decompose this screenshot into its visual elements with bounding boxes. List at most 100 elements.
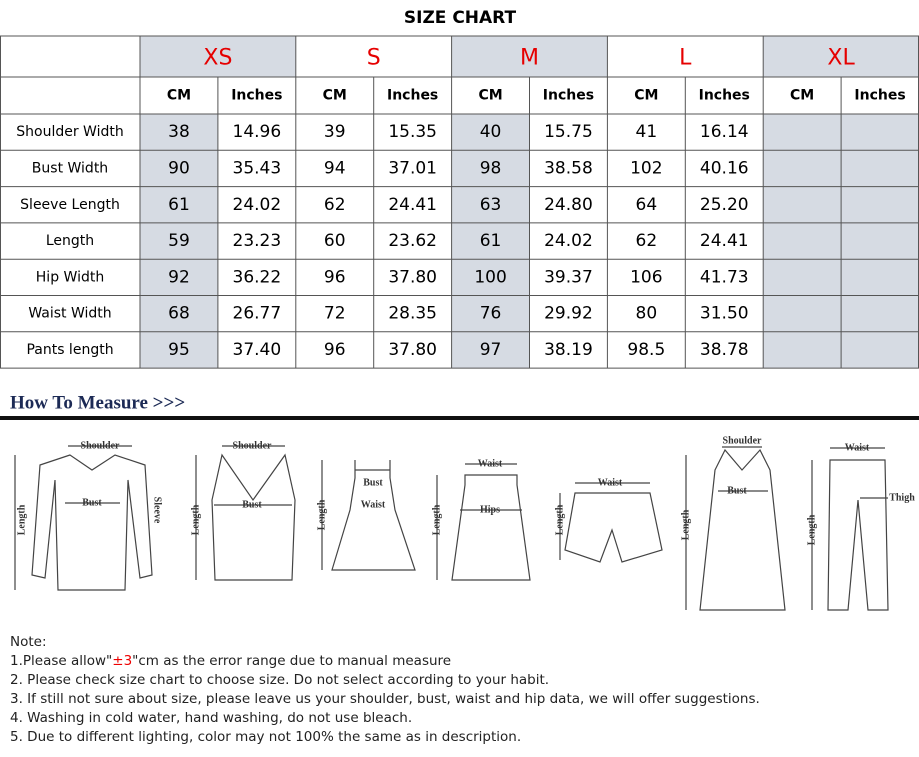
divider: [0, 416, 919, 420]
figure-label: Bust: [82, 497, 102, 508]
cell: 63: [480, 195, 502, 215]
cell: 25.20: [700, 195, 749, 215]
figure-label: Length: [431, 504, 442, 535]
cell: 14.96: [233, 122, 282, 142]
unit-header: CM: [323, 88, 347, 104]
figure-label: Sleeve: [152, 497, 163, 524]
cell: 64: [636, 195, 658, 215]
row-label: Bust Width: [32, 160, 108, 176]
cell: 29.92: [544, 304, 593, 324]
measure-heading: How To Measure >>>: [10, 392, 185, 413]
cell: 35.43: [233, 158, 282, 178]
cell: 98.5: [627, 340, 665, 360]
illustrations: Shoulder Bust Sleeve Length Shoulder Bus…: [14, 435, 915, 611]
cell: 37.40: [233, 340, 282, 360]
figure-label: Length: [554, 504, 565, 535]
row-label: Hip Width: [36, 269, 104, 285]
column-shade: [140, 114, 218, 369]
header-shade: [140, 36, 296, 77]
unit-header: CM: [634, 88, 658, 104]
size-header: XS: [203, 46, 232, 71]
cell: 60: [324, 231, 346, 251]
figure-label: Shoulder: [81, 440, 120, 451]
note-highlight: ±3: [112, 653, 132, 669]
figure-label: Bust: [242, 499, 262, 510]
unit-header: Inches: [699, 88, 750, 104]
figure-label: Length: [16, 504, 27, 535]
figure-label: Shoulder: [233, 440, 272, 451]
size-header: L: [679, 46, 692, 71]
row-label: Sleeve Length: [20, 197, 120, 213]
figure-label: Length: [316, 499, 327, 530]
row-label: Waist Width: [28, 306, 111, 322]
cell: 62: [636, 231, 658, 251]
figure-label: Length: [680, 509, 691, 540]
cell: 61: [480, 231, 502, 251]
figure-label: Hips: [480, 504, 500, 515]
cell: 15.35: [388, 122, 437, 142]
row-label: Length: [46, 233, 94, 249]
unit-header: CM: [790, 88, 814, 104]
header-shade: [451, 36, 608, 77]
cell: 39.37: [544, 267, 593, 287]
cell: 96: [324, 267, 346, 287]
cell: 24.02: [233, 195, 282, 215]
figure-label: Bust: [363, 477, 383, 488]
cell: 94: [324, 158, 346, 178]
cell: 24.41: [388, 195, 437, 215]
note-text: 1.Please allow": [10, 653, 112, 669]
cell: 23.62: [388, 231, 437, 251]
cell: 37.01: [388, 158, 437, 178]
figure-label: Thigh: [889, 492, 915, 503]
unit-header: Inches: [543, 88, 594, 104]
cell: 106: [630, 267, 662, 287]
cell: 102: [630, 158, 662, 178]
cell: 98: [480, 158, 502, 178]
size-table: XS S M L XL CM Inches CM Inches CM Inches CM Inches C…: [0, 35, 919, 369]
note-line: 3. If still not sure about size, please …: [10, 691, 760, 707]
cell: 37.80: [388, 340, 437, 360]
cell: 96: [324, 340, 346, 360]
note-line: 4. Washing in cold water, hand washing, …: [10, 710, 412, 726]
cell: 72: [324, 304, 346, 324]
cell: 38: [168, 122, 190, 142]
cell: 31.50: [700, 304, 749, 324]
figure-label: Length: [190, 504, 201, 535]
cell: 90: [168, 158, 190, 178]
cell: 38.78: [700, 340, 749, 360]
cell: 40.16: [700, 158, 749, 178]
cell: 80: [636, 304, 658, 324]
cell: 24.02: [544, 231, 593, 251]
cell: 41: [636, 122, 658, 142]
column-shade: [451, 114, 530, 369]
cell: 36.22: [233, 267, 282, 287]
figure-label: Bust: [727, 485, 747, 496]
cell: 23.23: [233, 231, 282, 251]
cell: 24.80: [544, 195, 593, 215]
unit-header: CM: [478, 88, 502, 104]
cell: 61: [168, 195, 190, 215]
header-shade: [763, 36, 919, 77]
cell: 39: [324, 122, 346, 142]
cell: 38.19: [544, 340, 593, 360]
figure-label: Waist: [361, 499, 386, 510]
cell: 26.77: [233, 304, 282, 324]
unit-header: Inches: [231, 88, 282, 104]
note-text: "cm as the error range due to manual mea…: [132, 653, 451, 669]
unit-header: CM: [167, 88, 191, 104]
cell: 76: [480, 304, 502, 324]
cell: 62: [324, 195, 346, 215]
cell: 28.35: [388, 304, 437, 324]
size-header: XL: [827, 46, 855, 71]
notes: Note: 1.Please allow"±3"cm as the error …: [10, 634, 760, 745]
cell: 16.14: [700, 122, 749, 142]
cell: 68: [168, 304, 190, 324]
cell: 100: [474, 267, 506, 287]
size-header: S: [367, 46, 381, 71]
row-label: Shoulder Width: [16, 124, 123, 140]
note-line: 1.Please allow"±3"cm as the error range …: [10, 653, 451, 669]
cell: 38.58: [544, 158, 593, 178]
note-line: 5. Due to different lighting, color may …: [10, 729, 521, 745]
cell: 40: [480, 122, 502, 142]
cell: 24.41: [700, 231, 749, 251]
